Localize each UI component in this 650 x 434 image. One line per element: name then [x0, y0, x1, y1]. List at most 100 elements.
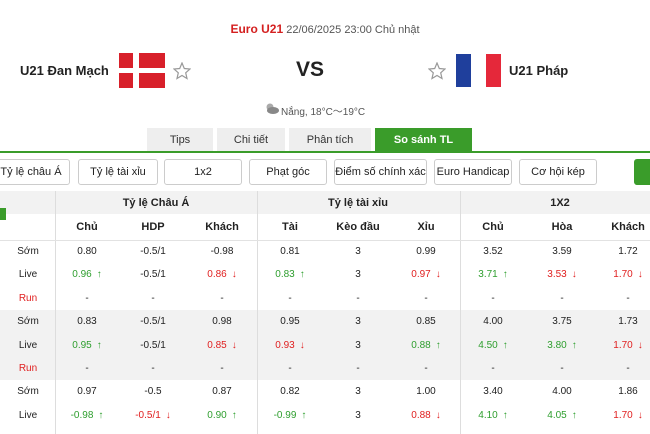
odds-cell: 3.71 ↑ — [478, 263, 507, 286]
odds-value: - — [85, 363, 89, 374]
trend-arrow: ↓ — [637, 269, 643, 281]
tab[interactable]: Tips — [147, 128, 213, 151]
header-separator — [0, 240, 650, 241]
odds-cell: 0.97 — [77, 380, 96, 403]
odds-value: 3 — [355, 409, 361, 421]
odds-value: 0.82 — [280, 386, 300, 398]
column-header: Kèo đầu — [336, 220, 380, 233]
odds-value: 4.05 — [547, 409, 567, 421]
odds-value: 3.75 — [552, 316, 572, 328]
favorite-star[interactable] — [173, 62, 191, 80]
odds-value: 1.86 — [618, 386, 638, 398]
odds-cell: 0.85 ↓ — [207, 334, 236, 357]
column-header: Chủ — [76, 220, 98, 233]
odds-value: -0.5/1 — [140, 269, 166, 281]
odds-value: 0.88 — [411, 409, 431, 421]
expand-toggle[interactable] — [0, 208, 6, 220]
odds-value: - — [220, 292, 224, 304]
odds-value: 0.86 — [207, 269, 227, 281]
home-flag — [119, 53, 165, 88]
odds-cell: - — [356, 357, 359, 380]
odds-cell: -0.5/1 ↓ — [135, 404, 171, 427]
odds-cell: 0.85 — [416, 310, 435, 333]
odds-value: 1.00 — [416, 386, 436, 398]
odds-cell: 0.88 ↓ — [411, 404, 440, 427]
odds-value: -0.98 — [210, 246, 234, 257]
trend-arrow: ↓ — [165, 409, 171, 421]
odds-cell: 0.87 — [212, 380, 231, 403]
filter-button[interactable]: Tỷ lệ tài xỉu — [78, 159, 158, 185]
column-header: Chủ — [482, 220, 504, 233]
match-info: Euro U21 22/06/2025 23:00 Chủ nhật — [0, 22, 650, 36]
odds-value: 3.59 — [552, 246, 572, 257]
odds-cell: 3.53 ↓ — [547, 263, 576, 286]
filter-button[interactable]: Tỷ lệ châu Á — [0, 159, 70, 185]
filter-button[interactable]: Cơ hội kép — [519, 159, 597, 185]
favorite-star[interactable] — [428, 62, 446, 80]
odds-cell: 3 — [355, 310, 361, 333]
odds-cell: 3.52 — [483, 240, 502, 263]
odds-cell: 1.72 — [618, 240, 637, 263]
odds-value: 0.87 — [212, 386, 232, 398]
odds-value: 3 — [355, 339, 361, 351]
odds-cell: 3 — [355, 240, 361, 263]
odds-value: - — [424, 363, 428, 374]
odds-cell: 1.70 ↓ — [613, 404, 642, 427]
filter-button[interactable]: Phạt góc — [249, 159, 327, 185]
filter-button[interactable]: 1x2 — [164, 159, 242, 185]
odds-cell: - — [560, 287, 563, 310]
odds-cell: 4.10 ↑ — [478, 404, 507, 427]
filter-button[interactable]: Euro Handicap — [434, 159, 512, 185]
column-header: Xỉu — [417, 220, 435, 233]
odds-value: - — [491, 292, 495, 304]
row-background — [0, 333, 650, 357]
odds-cell: -0.5/1 — [140, 310, 166, 333]
odds-cell: - — [288, 357, 291, 380]
odds-value: 0.95 — [280, 316, 300, 328]
odds-value: -0.5/1 — [140, 246, 166, 257]
odds-cell: - — [424, 357, 427, 380]
odds-cell: 4.00 — [483, 310, 502, 333]
odds-value: 0.96 — [72, 269, 92, 281]
odds-cell: - — [491, 357, 494, 380]
filter-button-more[interactable] — [634, 159, 650, 185]
trend-arrow: ↑ — [571, 339, 577, 351]
trend-arrow: ↑ — [502, 269, 508, 281]
row-label: Sớm — [17, 246, 39, 257]
group-header: Tỷ lệ tài xỉu — [328, 196, 388, 209]
column-separator — [460, 191, 461, 434]
odds-cell: 3 — [355, 263, 361, 286]
trend-arrow: ↓ — [299, 339, 305, 351]
odds-cell: 0.81 — [280, 240, 299, 263]
trend-arrow: ↑ — [502, 339, 508, 351]
trend-arrow: ↓ — [231, 269, 237, 281]
odds-cell: - — [85, 287, 88, 310]
odds-value: 0.97 — [77, 386, 97, 398]
filter-button[interactable]: Điểm số chính xác — [334, 159, 427, 185]
odds-cell: 3 — [355, 334, 361, 357]
odds-cell: - — [356, 287, 359, 310]
odds-cell: - — [220, 287, 223, 310]
trend-arrow: ↑ — [571, 409, 577, 421]
odds-value: - — [560, 363, 564, 374]
odds-value: - — [491, 363, 495, 374]
tab[interactable]: Chi tiết — [217, 128, 285, 151]
trend-arrow: ↑ — [435, 339, 441, 351]
odds-cell: 0.80 — [77, 240, 96, 263]
tab[interactable]: Phân tích — [289, 128, 371, 151]
tab[interactable]: So sánh TL — [375, 128, 472, 151]
row-label: Live — [18, 409, 38, 421]
odds-cell: 0.98 — [212, 310, 231, 333]
odds-value: 3.52 — [483, 246, 503, 257]
odds-value: 0.90 — [207, 409, 227, 421]
column-separator — [257, 191, 258, 434]
odds-value: 3.40 — [483, 386, 503, 398]
odds-value: 0.88 — [411, 339, 431, 351]
odds-value: 1.73 — [618, 316, 638, 328]
odds-value: 0.80 — [77, 246, 97, 257]
odds-value: 0.85 — [207, 339, 227, 351]
odds-cell: 1.73 — [618, 310, 637, 333]
odds-cell: -0.5/1 — [140, 263, 166, 286]
odds-value: -0.5/1 — [135, 409, 161, 421]
